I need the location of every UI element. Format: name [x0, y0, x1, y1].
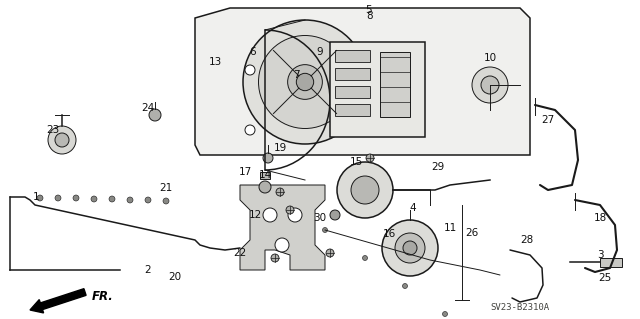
- Text: 19: 19: [273, 143, 287, 153]
- Circle shape: [366, 154, 374, 162]
- Circle shape: [243, 20, 367, 144]
- Circle shape: [245, 125, 255, 135]
- Text: 9: 9: [317, 47, 323, 57]
- Text: FR.: FR.: [92, 290, 114, 302]
- Circle shape: [382, 220, 438, 276]
- Text: 5: 5: [365, 5, 371, 15]
- Text: 3: 3: [596, 250, 604, 260]
- Circle shape: [481, 76, 499, 94]
- Text: 25: 25: [598, 273, 612, 283]
- Text: 24: 24: [141, 103, 155, 113]
- Circle shape: [403, 284, 408, 288]
- Text: 10: 10: [483, 53, 497, 63]
- Circle shape: [127, 197, 133, 203]
- Circle shape: [37, 195, 43, 201]
- Circle shape: [275, 238, 289, 252]
- Text: 1: 1: [33, 192, 39, 202]
- Text: 21: 21: [159, 183, 173, 193]
- FancyArrow shape: [30, 289, 86, 313]
- Text: 2: 2: [145, 265, 151, 275]
- Text: 17: 17: [238, 167, 252, 177]
- Circle shape: [286, 206, 294, 214]
- Circle shape: [91, 196, 97, 202]
- Text: 8: 8: [367, 11, 373, 21]
- Circle shape: [109, 196, 115, 202]
- Bar: [330, 42, 425, 137]
- Text: 16: 16: [382, 229, 396, 239]
- Text: SV23-B2310A: SV23-B2310A: [490, 303, 549, 313]
- Text: 13: 13: [209, 57, 221, 67]
- Text: 7: 7: [292, 70, 300, 80]
- Circle shape: [403, 241, 417, 255]
- Bar: [335, 50, 370, 62]
- Circle shape: [259, 181, 271, 193]
- Circle shape: [259, 35, 351, 129]
- Text: 11: 11: [444, 223, 456, 233]
- Text: 15: 15: [349, 157, 363, 167]
- Circle shape: [472, 67, 508, 103]
- Circle shape: [163, 198, 169, 204]
- Circle shape: [55, 195, 61, 201]
- Text: 12: 12: [248, 210, 262, 220]
- Text: 28: 28: [520, 235, 534, 245]
- Circle shape: [263, 208, 277, 222]
- Circle shape: [245, 65, 255, 75]
- Circle shape: [323, 227, 328, 233]
- Polygon shape: [240, 185, 325, 270]
- Bar: [380, 52, 410, 117]
- Bar: [260, 172, 270, 179]
- Bar: [600, 258, 622, 267]
- Text: 18: 18: [593, 213, 607, 223]
- Text: 29: 29: [431, 162, 445, 172]
- Circle shape: [287, 65, 323, 99]
- Text: 26: 26: [465, 228, 479, 238]
- Bar: [335, 86, 370, 98]
- Circle shape: [55, 133, 69, 147]
- Circle shape: [271, 254, 279, 262]
- Circle shape: [149, 109, 161, 121]
- Bar: [335, 68, 370, 80]
- Circle shape: [263, 153, 273, 163]
- Circle shape: [395, 233, 425, 263]
- Text: 20: 20: [168, 272, 182, 282]
- Polygon shape: [195, 8, 530, 155]
- Circle shape: [326, 249, 334, 257]
- Circle shape: [296, 73, 314, 91]
- Text: 4: 4: [410, 203, 416, 213]
- Circle shape: [442, 311, 447, 316]
- Circle shape: [145, 197, 151, 203]
- Circle shape: [48, 126, 76, 154]
- Text: 22: 22: [234, 248, 246, 258]
- Circle shape: [362, 256, 367, 261]
- Circle shape: [73, 195, 79, 201]
- Circle shape: [276, 188, 284, 196]
- Text: 30: 30: [314, 213, 326, 223]
- Text: 23: 23: [46, 125, 60, 135]
- Circle shape: [351, 176, 379, 204]
- Circle shape: [337, 162, 393, 218]
- Text: 6: 6: [250, 47, 256, 57]
- Text: 14: 14: [259, 170, 271, 180]
- Bar: [335, 104, 370, 116]
- Circle shape: [288, 208, 302, 222]
- Text: 27: 27: [541, 115, 555, 125]
- Circle shape: [330, 210, 340, 220]
